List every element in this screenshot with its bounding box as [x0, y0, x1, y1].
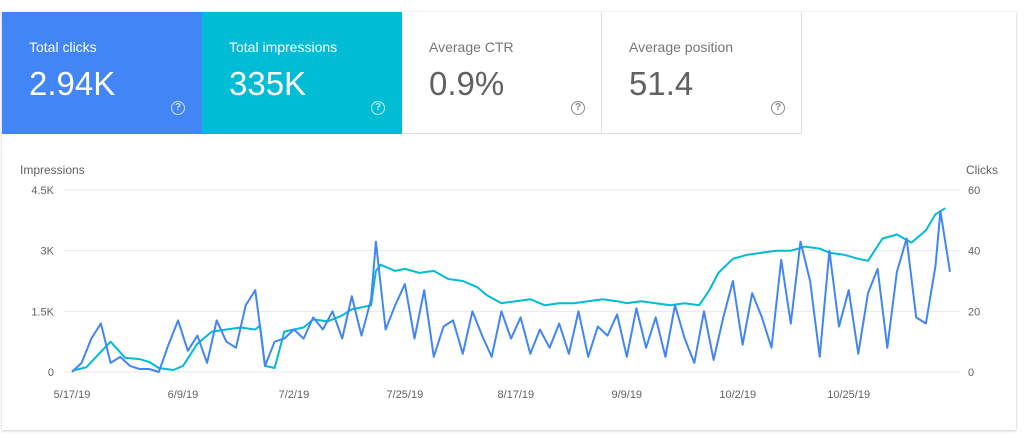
- card-label: Average CTR: [429, 39, 514, 55]
- x-tick-label: 10/25/19: [827, 389, 870, 401]
- metric-cards: Total clicks 2.94K ? Total impressions 3…: [2, 12, 802, 134]
- y-right-tick-label: 40: [968, 246, 980, 258]
- y-left-tick-label: 0: [48, 367, 54, 379]
- card-value: 335K: [229, 65, 307, 102]
- help-circle-icon[interactable]: ?: [571, 101, 585, 115]
- card-label: Average position: [629, 39, 734, 55]
- x-tick-label: 10/2/19: [719, 389, 756, 401]
- performance-chart: Impressions Clicks 0 1.5K 3K 4.5K 0 20 40 60 5/1…: [20, 163, 998, 401]
- impressions-series-line: [71, 207, 946, 372]
- y-left-tick-label: 3K: [41, 246, 55, 258]
- tick-labels: 0 1.5K 3K 4.5K 0 20 40 60 5/17/19 6/9/19 7/2/19 7/2…: [31, 185, 980, 401]
- x-tick-label: 7/25/19: [387, 389, 424, 401]
- x-tick-label: 6/9/19: [168, 389, 199, 401]
- series-lines: [71, 207, 951, 373]
- average-ctr-card[interactable]: Average CTR 0.9% ?: [402, 12, 602, 134]
- x-tick-label: 9/9/19: [611, 389, 642, 401]
- performance-panel: Total clicks 2.94K ? Total impressions 3…: [2, 12, 1016, 430]
- x-tick-label: 5/17/19: [54, 389, 91, 401]
- left-axis-title: Impressions: [20, 163, 85, 177]
- right-axis-title: Clicks: [966, 163, 998, 177]
- y-left-tick-label: 4.5K: [31, 185, 54, 197]
- total-impressions-card[interactable]: Total impressions 335K ?: [202, 12, 402, 134]
- average-position-card[interactable]: Average position 51.4 ?: [602, 12, 802, 134]
- card-label: Total clicks: [29, 39, 97, 55]
- help-circle-icon[interactable]: ?: [171, 101, 185, 115]
- y-right-tick-label: 0: [968, 367, 974, 379]
- card-label: Total impressions: [229, 39, 338, 55]
- total-clicks-card[interactable]: Total clicks 2.94K ?: [2, 12, 202, 134]
- y-left-tick-label: 1.5K: [31, 306, 54, 318]
- y-right-tick-label: 60: [968, 185, 980, 197]
- y-right-tick-label: 20: [968, 306, 980, 318]
- x-tick-label: 8/17/19: [497, 389, 534, 401]
- card-value: 2.94K: [29, 65, 116, 102]
- card-value: 0.9%: [429, 65, 505, 102]
- grid: [64, 189, 960, 373]
- help-circle-icon[interactable]: ?: [371, 101, 385, 115]
- clicks-series-line: [71, 210, 951, 373]
- card-value: 51.4: [629, 65, 694, 102]
- help-circle-icon[interactable]: ?: [771, 101, 785, 115]
- x-tick-label: 7/2/19: [279, 389, 310, 401]
